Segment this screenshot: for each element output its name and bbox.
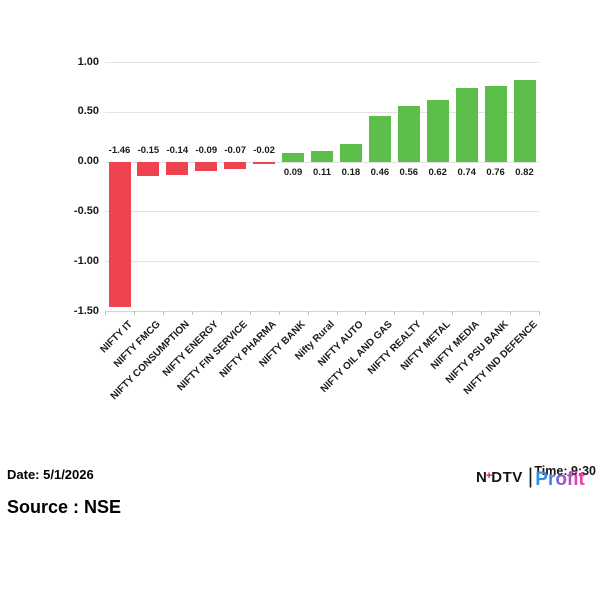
ndtv-wordmark: N + DTV xyxy=(476,469,523,486)
time-label: Time: 9:30 xyxy=(534,464,596,478)
profit-wordmark: Profit xyxy=(535,469,585,490)
ndtv-plus-icon: + xyxy=(485,470,493,482)
y-axis-tick-label: 0.50 xyxy=(77,105,99,118)
bar-value-label: 0.09 xyxy=(283,166,303,178)
y-axis-tick-label: 0.00 xyxy=(77,155,99,168)
bar xyxy=(282,152,305,162)
bar xyxy=(108,161,131,307)
bar xyxy=(224,161,247,169)
axis-tick xyxy=(249,311,251,315)
ndtv-profit-logo: N + DTV | Profit xyxy=(476,464,585,491)
bar-value-label: 0.74 xyxy=(457,166,476,178)
bar-value-label: 0.62 xyxy=(428,166,447,178)
y-axis-tick-label: -1.00 xyxy=(73,254,99,267)
axis-tick xyxy=(423,311,425,315)
axis-tick xyxy=(162,311,164,315)
axis-tick xyxy=(220,311,222,315)
bar xyxy=(137,161,160,177)
axis-tick xyxy=(394,311,396,315)
bar-value-label: -0.15 xyxy=(137,145,160,157)
bar-value-label: -0.02 xyxy=(253,145,275,157)
y-axis-tick-label: -1.50 xyxy=(73,304,99,317)
bar xyxy=(311,150,333,162)
axis-tick xyxy=(133,311,135,315)
bar xyxy=(426,99,449,162)
bar xyxy=(397,105,420,162)
gridline xyxy=(105,311,539,312)
logo-separator: | xyxy=(527,464,534,488)
bar-value-label: 0.18 xyxy=(341,166,361,178)
ndtv-letter-n: N xyxy=(476,468,488,486)
bar-value-label: -0.14 xyxy=(166,145,189,157)
axis-tick xyxy=(105,311,106,315)
bar-value-label: -0.07 xyxy=(224,145,247,157)
bar xyxy=(195,161,218,171)
ndtv-letters-dtv: DTV xyxy=(491,468,523,486)
bar-value-label: 0.82 xyxy=(515,166,534,178)
source-label: Source : NSE xyxy=(7,497,122,517)
axis-tick xyxy=(191,311,193,315)
bar-value-label: 0.46 xyxy=(370,166,390,178)
axis-tick xyxy=(365,311,367,315)
axis-tick xyxy=(278,311,280,315)
bar xyxy=(166,161,189,176)
gridline xyxy=(105,161,539,163)
y-axis-tick-label: 1.00 xyxy=(77,55,99,68)
bar-value-label: -1.46 xyxy=(108,145,131,157)
bar-value-label: 0.56 xyxy=(399,166,419,178)
bar-value-label: 0.11 xyxy=(313,166,331,178)
bar xyxy=(339,143,362,162)
gridline xyxy=(105,111,539,113)
axis-tick xyxy=(452,311,454,315)
axis-tick xyxy=(481,311,483,315)
date-label: Date: 5/1/2026 xyxy=(7,467,94,482)
bar xyxy=(484,85,507,162)
axis-tick xyxy=(307,311,309,315)
bar-value-label: -0.09 xyxy=(195,145,218,157)
bar xyxy=(513,79,536,162)
bar xyxy=(455,87,478,162)
axis-tick xyxy=(336,311,338,315)
axis-tick xyxy=(510,311,512,315)
y-axis-tick-label: -0.50 xyxy=(73,204,99,217)
gridline xyxy=(105,62,539,63)
bar xyxy=(253,161,276,164)
gridline xyxy=(105,211,539,213)
gridline xyxy=(105,261,539,263)
bar xyxy=(368,115,391,162)
axis-tick xyxy=(539,311,540,315)
bar-value-label: 0.76 xyxy=(486,166,505,178)
